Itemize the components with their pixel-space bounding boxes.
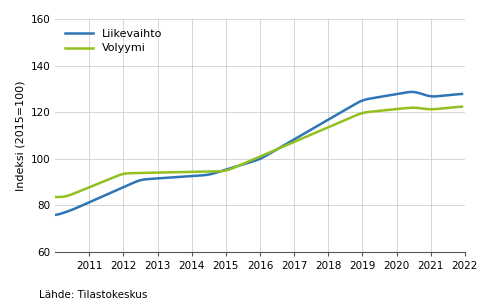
Liikevaihto (408, 90, 414, 94)
Liikevaihto (385, 94, 391, 97)
Volyymi (177, 170, 183, 174)
Volyymi (379, 109, 385, 112)
Line: Liikevaihto: Liikevaihto (55, 92, 462, 215)
Volyymi (385, 108, 391, 112)
Volyymi (112, 175, 118, 179)
Liikevaihto (81, 203, 87, 207)
Volyymi (459, 105, 465, 109)
Liikevaihto (112, 189, 118, 193)
Liikevaihto (52, 213, 58, 217)
Volyymi (342, 118, 348, 122)
Liikevaihto (177, 175, 183, 179)
Liikevaihto (459, 92, 465, 96)
Legend: Liikevaihto, Volyymi: Liikevaihto, Volyymi (61, 25, 167, 58)
Line: Volyymi: Volyymi (55, 107, 462, 197)
Liikevaihto (342, 108, 348, 112)
Volyymi (52, 195, 58, 199)
Y-axis label: Indeksi (2015=100): Indeksi (2015=100) (15, 80, 25, 191)
Text: Lähde: Tilastokeskus: Lähde: Tilastokeskus (39, 290, 148, 300)
Liikevaihto (379, 95, 385, 98)
Volyymi (81, 188, 87, 192)
